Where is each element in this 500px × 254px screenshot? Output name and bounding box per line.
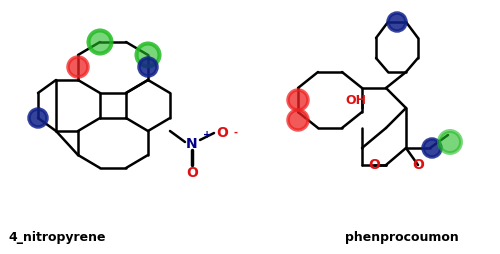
Text: phenprocoumon: phenprocoumon [345, 230, 459, 244]
Text: O: O [412, 158, 424, 172]
Circle shape [439, 131, 461, 153]
Text: 4_nitropyrene: 4_nitropyrene [8, 230, 106, 244]
Text: O: O [216, 126, 228, 140]
Circle shape [29, 109, 47, 127]
Text: O: O [186, 166, 198, 180]
Circle shape [288, 90, 308, 110]
Circle shape [136, 43, 160, 67]
Circle shape [88, 30, 112, 54]
Circle shape [68, 57, 88, 77]
Text: N: N [186, 137, 198, 151]
Circle shape [288, 110, 308, 130]
Circle shape [388, 13, 406, 31]
Text: O: O [368, 158, 380, 172]
Circle shape [139, 58, 157, 76]
Circle shape [423, 139, 441, 157]
Text: -: - [233, 128, 237, 138]
Text: OH: OH [346, 93, 366, 106]
Text: +: + [203, 130, 211, 140]
